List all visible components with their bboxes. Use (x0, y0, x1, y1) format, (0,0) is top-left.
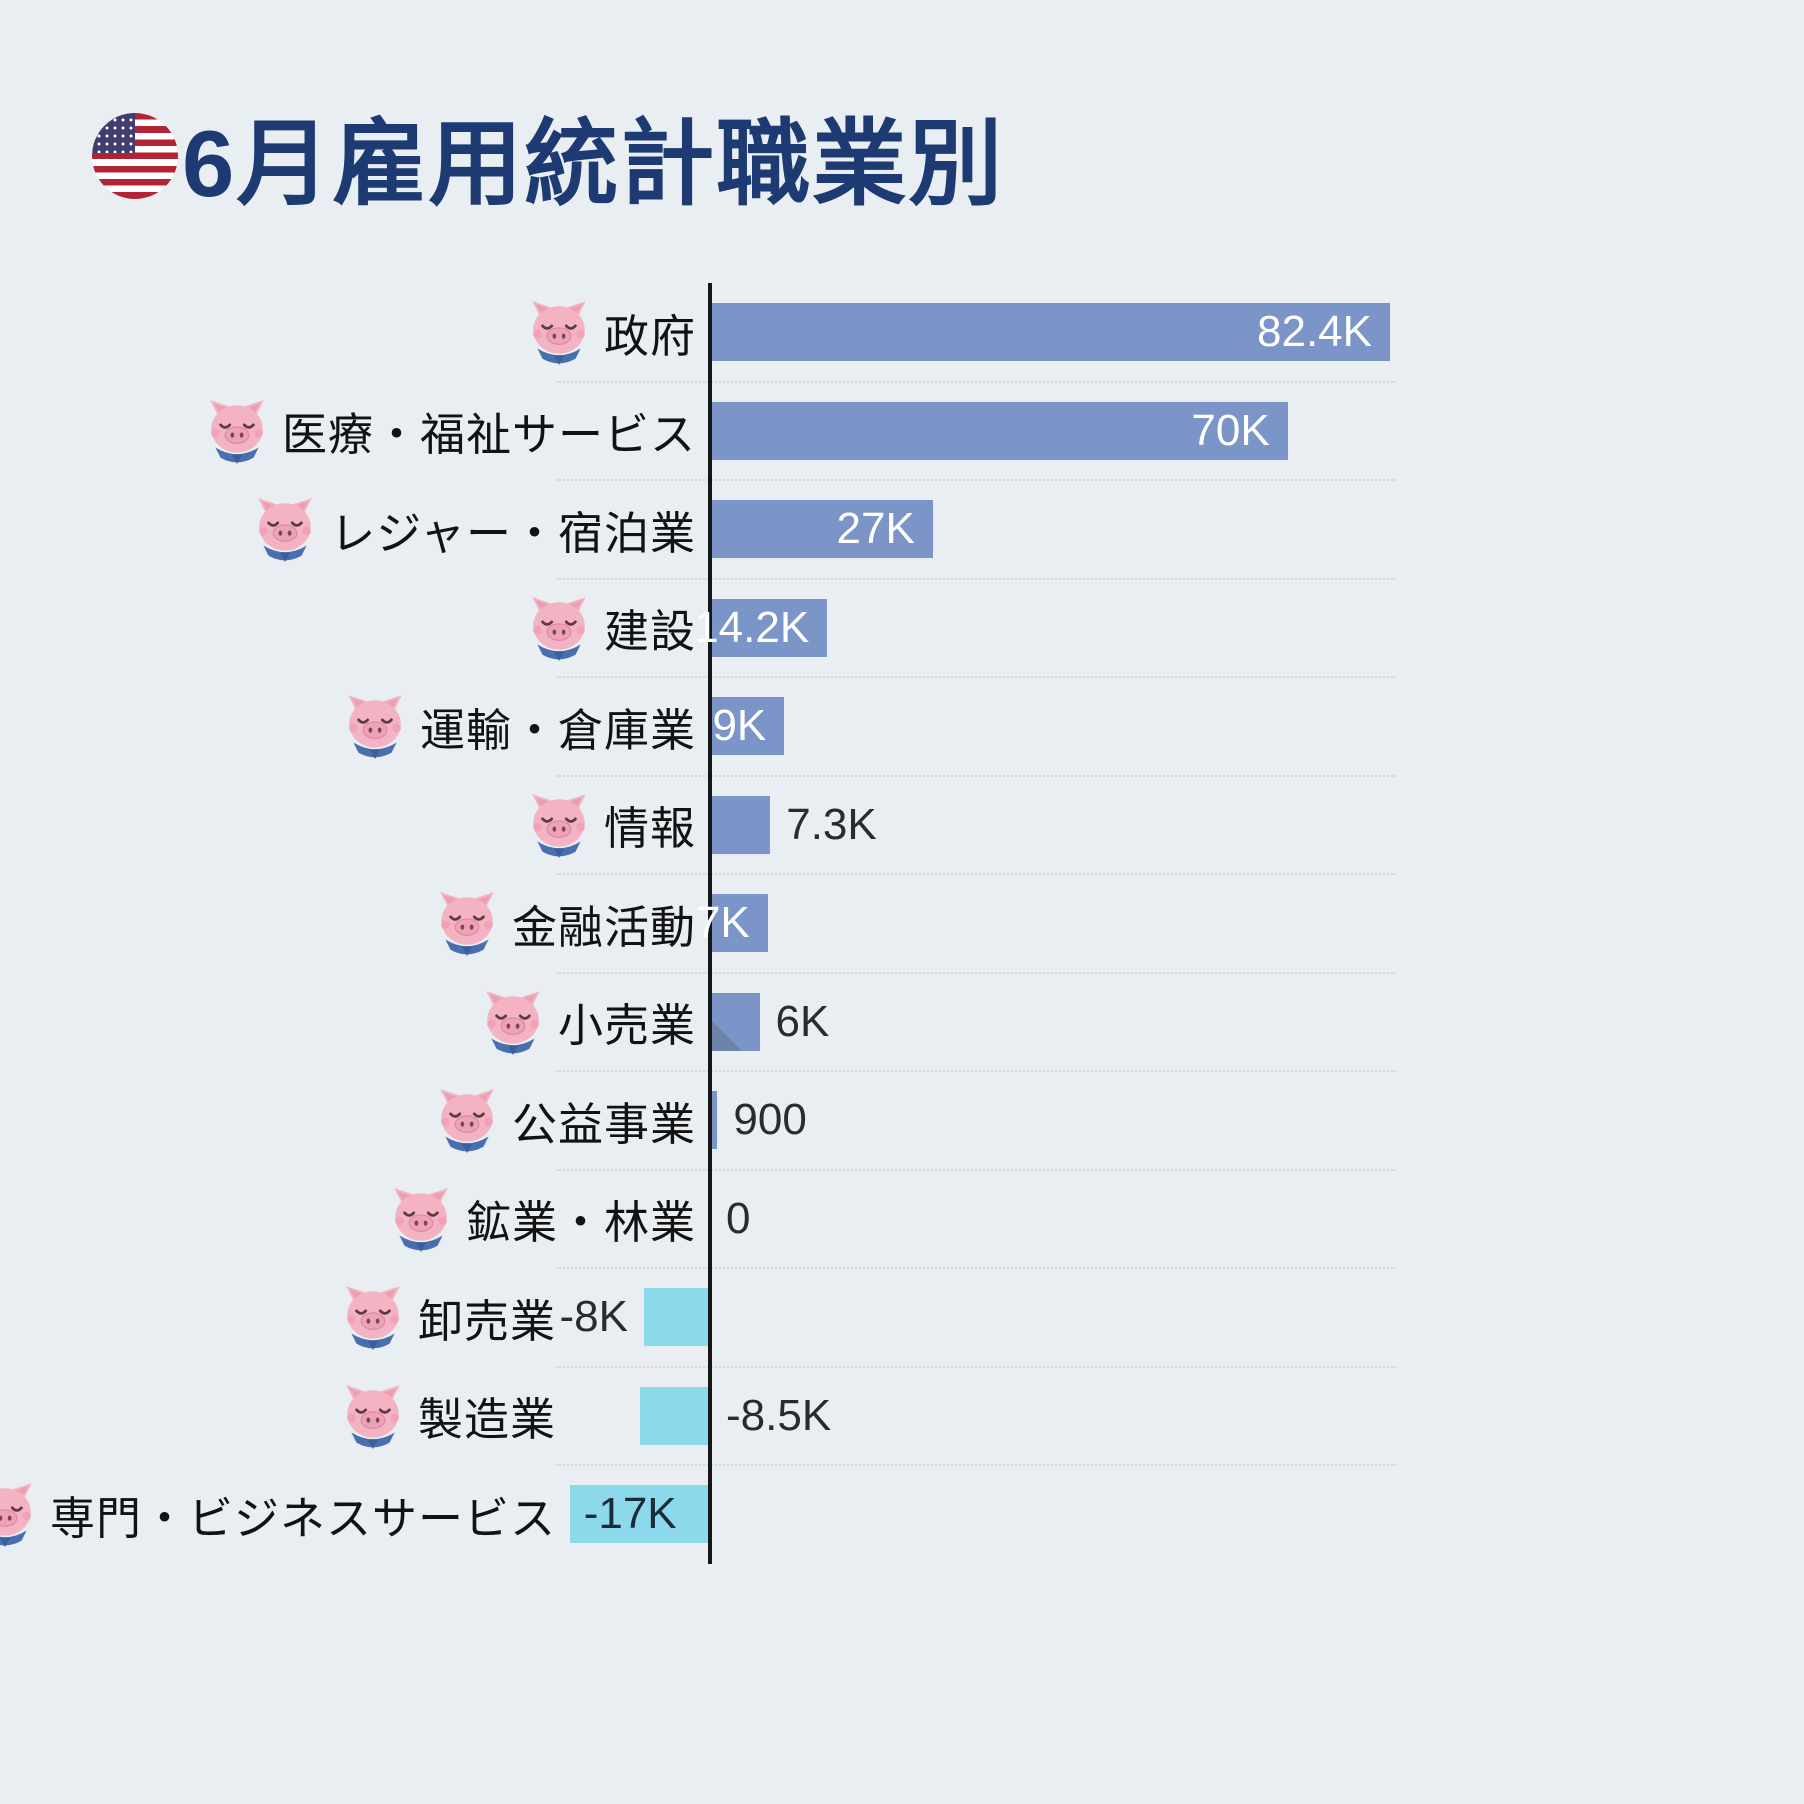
bar-positive (710, 1091, 718, 1150)
chart-row: 小売業 6K (0, 973, 1804, 1072)
value-label: 900 (733, 1095, 807, 1145)
category-label: 政府 (603, 310, 696, 362)
pig-face-icon (258, 498, 312, 563)
pig-face-icon (532, 596, 586, 661)
category-label-group: 小売業 (480, 973, 696, 1072)
zero-axis-line (708, 283, 712, 1564)
value-label: 82.4K (1257, 307, 1372, 357)
bar-chart: 政府 82.4K 医療・福祉サービス 70K レジャー・宿泊業 27K 建設 14.2K 運輸・… (0, 283, 1804, 1564)
value-label: 7.3K (786, 799, 877, 849)
gridline (556, 1070, 1396, 1072)
chart-row: 製造業 -8.5K (0, 1367, 1804, 1466)
pig-face-icon (346, 1384, 400, 1449)
chart-row: 建設 14.2K (0, 579, 1804, 678)
category-label-group: 金融活動 (434, 874, 696, 973)
chart-row: 卸売業 -8K (0, 1268, 1804, 1368)
category-label: 運輸・倉庫業 (419, 704, 696, 756)
value-label: 27K (836, 504, 915, 554)
gridline (556, 971, 1396, 974)
gridline (556, 1267, 1396, 1269)
bar-corner-fold (710, 1018, 742, 1051)
category-label-group: 専門・ビジネスサービス (0, 1465, 556, 1564)
page-title: 6月雇用統計職業別 (182, 111, 1005, 216)
category-label: 公益事業 (511, 1098, 696, 1150)
bar-positive (710, 500, 933, 559)
gridline (556, 1464, 1396, 1466)
pig-face-icon (0, 1483, 32, 1548)
pig-face-icon (394, 1187, 448, 1252)
category-label-group: 製造業 (340, 1367, 556, 1466)
bar-negative (639, 1386, 710, 1445)
category-label: 情報 (603, 803, 696, 855)
gridline (556, 1168, 1396, 1171)
pig-face-icon (210, 399, 264, 464)
category-label: 小売業 (557, 1000, 696, 1052)
chart-row: 金融活動 7K (0, 874, 1804, 974)
gridline (556, 873, 1396, 875)
bar-positive (710, 992, 760, 1051)
category-label: レジャー・宿泊業 (330, 507, 696, 559)
bar-positive (710, 697, 785, 756)
category-label-group: 建設 (526, 579, 696, 678)
us-flag-canton (92, 113, 135, 153)
pig-face-icon (532, 793, 586, 858)
bar-positive (710, 795, 771, 854)
gridline (556, 676, 1396, 678)
pig-face-icon (348, 695, 402, 760)
bar-negative (643, 1288, 710, 1347)
category-label-group: 鉱業・林業 (388, 1170, 696, 1269)
pig-face-icon (440, 892, 494, 957)
bar-positive (710, 401, 1288, 460)
gridline (556, 1365, 1396, 1368)
pig-face-icon (346, 1286, 400, 1351)
value-label: 70K (1191, 405, 1270, 455)
value-label: -8K (559, 1292, 628, 1342)
value-label: 7K (695, 898, 750, 948)
chart-row: 鉱業・林業 0 (0, 1170, 1804, 1269)
category-label: 鉱業・林業 (465, 1197, 696, 1249)
us-flag-icon (92, 113, 178, 199)
value-label: -8.5K (726, 1390, 832, 1440)
chart-row: 専門・ビジネスサービス -17K (0, 1465, 1804, 1564)
value-label: 14.2K (694, 602, 810, 652)
chart-row: 公益事業 900 (0, 1071, 1804, 1171)
category-label: 建設 (603, 606, 696, 658)
value-label: -17K (583, 1489, 677, 1539)
category-label-group: 公益事業 (434, 1071, 696, 1170)
gridline (556, 577, 1396, 580)
bar-positive (710, 894, 768, 953)
category-label: 専門・ビジネスサービス (49, 1492, 556, 1544)
bar-positive (710, 598, 828, 657)
category-label-group: 政府 (526, 283, 696, 382)
category-label-group: 卸売業 (340, 1268, 556, 1367)
category-label-group: 運輸・倉庫業 (342, 677, 696, 776)
header: 6月雇用統計職業別 (92, 88, 1004, 224)
category-label-group: 情報 (526, 776, 696, 875)
category-label: 医療・福祉サービス (281, 409, 696, 461)
pig-face-icon (486, 990, 540, 1055)
bar-positive (710, 303, 1390, 362)
category-label-group: レジャー・宿泊業 (252, 480, 696, 579)
bar-negative (569, 1485, 710, 1544)
chart-row: 医療・福祉サービス 70K (0, 382, 1804, 481)
value-label: 6K (775, 996, 830, 1046)
chart-row: 運輸・倉庫業 9K (0, 677, 1804, 777)
pig-face-icon (532, 301, 586, 366)
gridline (556, 774, 1396, 777)
chart-row: レジャー・宿泊業 27K (0, 480, 1804, 580)
gridline (556, 380, 1396, 383)
chart-row: 情報 7.3K (0, 776, 1804, 875)
category-label: 金融活動 (511, 901, 696, 953)
category-label: 卸売業 (417, 1295, 556, 1347)
chart-row: 政府 82.4K (0, 283, 1804, 383)
pig-face-icon (440, 1089, 494, 1154)
category-label-group: 医療・福祉サービス (204, 382, 696, 481)
gridline (556, 479, 1396, 481)
value-label: 9K (712, 701, 767, 751)
value-label: 0 (726, 1193, 751, 1243)
category-label: 製造業 (417, 1394, 556, 1446)
